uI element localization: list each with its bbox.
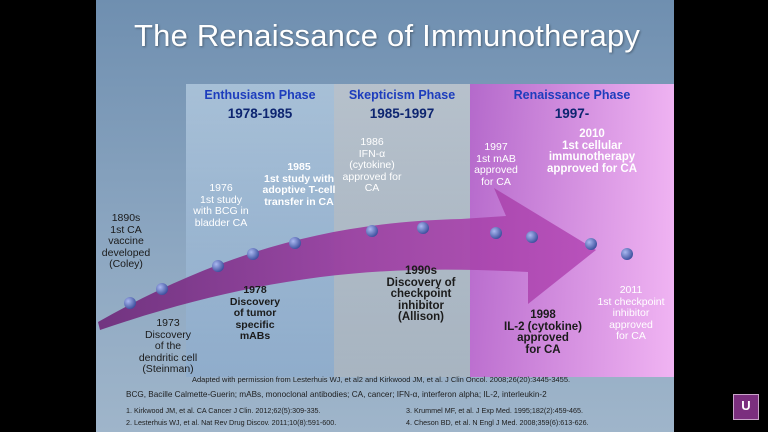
event-1985: 1985 1st study with adoptive T-cell tran… (262, 161, 336, 208)
abbreviations: BCG, Bacille Calmette-Guerin; mABs, mono… (126, 390, 547, 399)
phase-years: 1997- (554, 106, 590, 121)
timeline-arrow (98, 188, 633, 330)
event-1978: 1978 Discovery of tumor specific mABs (229, 284, 281, 342)
slide-title: The Renaissance of Immunotherapy (134, 18, 641, 53)
timeline-dot (585, 238, 597, 250)
timeline-dot (247, 248, 259, 260)
reference-4: 4. Cheson BD, et al. N Engl J Med. 2008;… (406, 418, 589, 427)
timeline-dot (526, 231, 538, 243)
event-2010: 2010 1st cellular immunotherapy approved… (546, 128, 638, 175)
timeline-dot (212, 260, 224, 272)
event-1973: 1973 Discovery of the dendritic cell (St… (138, 317, 198, 375)
timeline-dot (417, 222, 429, 234)
timeline-dot (366, 225, 378, 237)
timeline-dot (289, 237, 301, 249)
phase-name: Enthusiasm Phase (204, 88, 316, 102)
reference-2: 2. Lesterhuis WJ, et al. Nat Rev Drug Di… (126, 418, 337, 427)
channel-logo: U (733, 394, 759, 420)
timeline-dot (156, 283, 168, 295)
arrow-body (98, 188, 596, 330)
event-1986: 1986 IFN-α (cytokine) approved for CA (342, 136, 402, 194)
phase-name: Skepticism Phase (348, 88, 456, 102)
reference-1: 1. Kirkwood JM, et al. CA Cancer J Clin.… (126, 406, 321, 415)
slide: Enthusiasm Phase 1978-1985 Skepticism Ph… (96, 0, 674, 432)
event-1976: 1976 1st study with BCG in bladder CA (193, 182, 249, 229)
timeline-dot (490, 227, 502, 239)
phase-years: 1985-1997 (369, 106, 435, 121)
event-1998: 1998 IL-2 (cytokine) approved for CA (504, 309, 582, 356)
phase-enthusiasm: Enthusiasm Phase 1978-1985 (186, 84, 334, 377)
event-1990s: 1990s Discovery of checkpoint inhibitor … (386, 265, 456, 323)
timeline-dot (124, 297, 136, 309)
phase-name: Renaissance Phase (513, 88, 631, 102)
event-2011: 2011 1st checkpoint inhibitor approved f… (597, 284, 665, 342)
timeline-dot (621, 248, 633, 260)
phase-years: 1978-1985 (227, 106, 293, 121)
event-1997: 1997 1st mAB approved for CA (474, 141, 518, 188)
reference-3: 3. Krummel MF, et al. J Exp Med. 1995;18… (406, 406, 583, 415)
event-1890s: 1890s 1st CA vaccine developed (Coley) (101, 212, 151, 270)
source-caption: Adapted with permission from Lesterhuis … (192, 375, 571, 384)
